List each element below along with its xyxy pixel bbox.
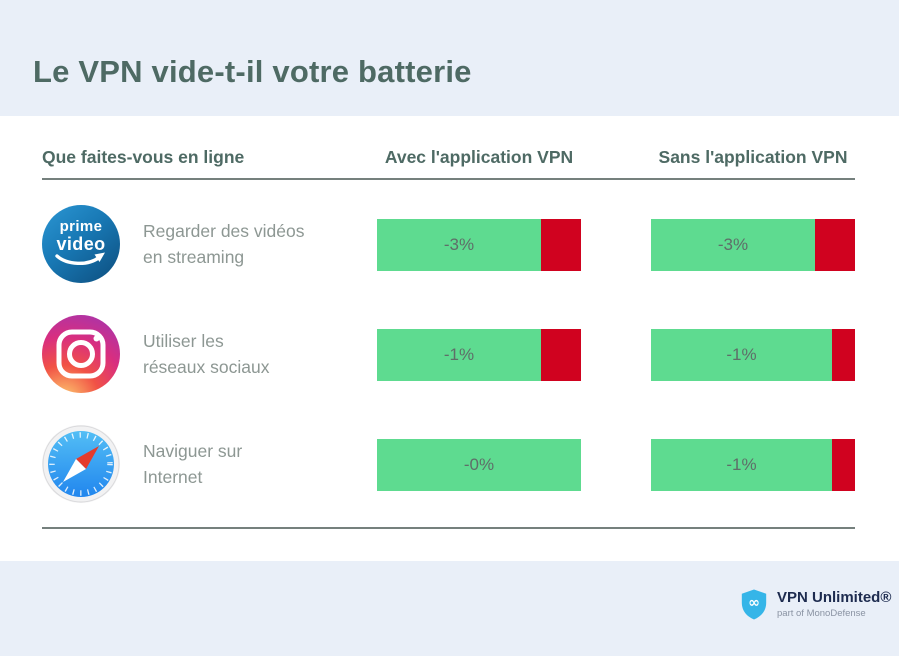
- prime-video-wordmark: prime video: [56, 218, 106, 254]
- activity-label: Naviguer sur Internet: [143, 441, 243, 487]
- battery-bar-with-vpn: -3%: [377, 219, 581, 271]
- battery-bar-with-vpn: -0%: [377, 439, 581, 491]
- battery-bar-green-segment: -1%: [651, 329, 832, 381]
- column-header-without-vpn: Sans l'application VPN: [658, 147, 848, 167]
- battery-bar-red-segment: [541, 219, 581, 271]
- logo-subtitle: part of MonoDefense: [777, 608, 866, 619]
- battery-bar-without-vpn: -3%: [651, 219, 855, 271]
- activity-label: Regarder des vidéos en streaming: [143, 221, 305, 267]
- battery-bar-with-vpn: -1%: [377, 329, 581, 381]
- vpn-unlimited-shield-icon: ∞: [741, 589, 767, 620]
- header-band: [0, 0, 899, 116]
- safari-icon: [42, 425, 120, 503]
- column-header-with-vpn: Avec l'application VPN: [384, 147, 574, 167]
- battery-bar-without-vpn: -1%: [651, 329, 855, 381]
- battery-bar-green-segment: -3%: [651, 219, 815, 271]
- table-row: prime video Regarder des vidéos en strea…: [0, 205, 899, 315]
- battery-bar-green-segment: -3%: [377, 219, 541, 271]
- column-header-activity: Que faites-vous en ligne: [42, 147, 245, 167]
- table-row: Utiliser les réseaux sociaux -1% -1%: [0, 315, 899, 425]
- battery-bar-without-vpn: -1%: [651, 439, 855, 491]
- battery-bar-red-segment: [832, 439, 855, 491]
- table-row: Naviguer sur Internet -0% -1%: [0, 425, 899, 535]
- table-bottom-divider: [42, 527, 855, 529]
- battery-bar-red-segment: [541, 329, 581, 381]
- header-divider: [42, 178, 855, 180]
- vpn-unlimited-logo: ∞ VPN Unlimited® part of MonoDefense: [739, 587, 891, 622]
- prime-smile-arrow: [55, 252, 105, 266]
- safari-compass-glyph: [42, 425, 120, 503]
- battery-bar-green-segment: -1%: [651, 439, 832, 491]
- prime-video-icon: prime video: [42, 205, 120, 283]
- battery-bar-green-segment: -0%: [377, 439, 581, 491]
- battery-bar-red-segment: [815, 219, 855, 271]
- battery-bar-green-segment: -1%: [377, 329, 541, 381]
- logo-name: VPN Unlimited®: [777, 589, 892, 606]
- activity-label: Utiliser les réseaux sociaux: [143, 331, 270, 377]
- vpn-unlimited-logo-text: VPN Unlimited® part of MonoDefense: [777, 587, 891, 619]
- battery-bar-red-segment: [832, 329, 855, 381]
- page-title: Le VPN vide-t-il votre batterie: [33, 54, 472, 89]
- instagram-icon: [42, 315, 120, 393]
- svg-text:∞: ∞: [748, 595, 760, 611]
- instagram-camera-glyph: [56, 329, 106, 379]
